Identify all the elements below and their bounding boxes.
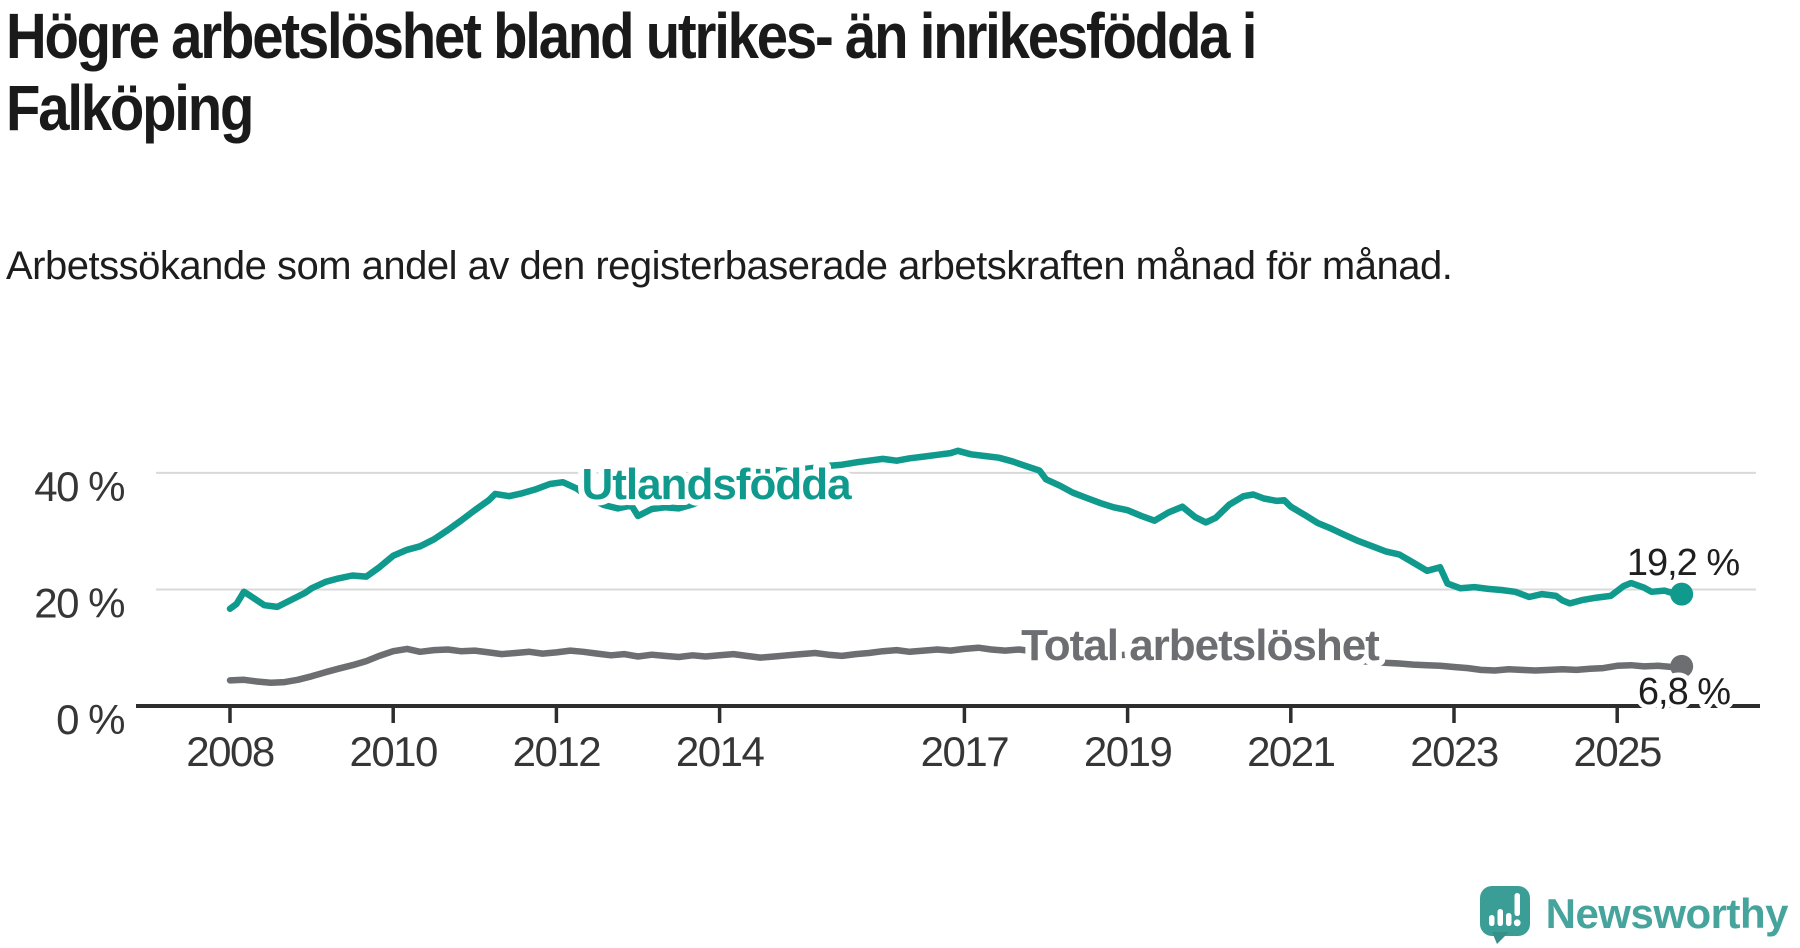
series-line-utlandsfodda — [226, 447, 1685, 612]
x-axis-tick-label: 2019 — [1084, 728, 1172, 775]
newsworthy-logo-text: Newsworthy — [1545, 890, 1789, 937]
x-axis-tick-label: 2010 — [349, 728, 437, 775]
newsworthy-logo: Newsworthy — [1478, 884, 1789, 944]
y-axis-tick-label: 0 % — [56, 696, 124, 743]
y-axis-tick-label: 40 % — [34, 463, 124, 510]
newsworthy-logo-icon — [1479, 886, 1530, 944]
series-end-value-label: 6,8 % — [1638, 671, 1730, 713]
series-line-total — [226, 644, 1685, 686]
series-label-utlandsfodda: Utlandsfödda — [581, 460, 852, 509]
x-axis-tick-label: 2025 — [1573, 728, 1661, 775]
x-axis-tick-label: 2023 — [1410, 728, 1498, 775]
y-axis-tick-label: 20 % — [34, 579, 124, 626]
x-axis-tick-label: 2017 — [921, 728, 1009, 775]
series-endpoint-dot — [1670, 582, 1694, 606]
chart-title: Högre arbetslöshet bland utrikes- än inr… — [6, 0, 1257, 144]
chart-subtitle: Arbetssökande som andel av den registerb… — [6, 244, 1453, 288]
x-axis-tick-label: 2008 — [186, 728, 274, 775]
series-endpoint-dot — [1670, 654, 1694, 678]
x-axis-tick-label: 2012 — [513, 728, 601, 775]
x-axis-tick-label: 2014 — [676, 728, 765, 775]
series-end-value-label: 19,2 % — [1627, 542, 1740, 584]
series-label-total: Total arbetslöshet — [1021, 621, 1380, 670]
x-axis-tick-label: 2021 — [1247, 728, 1335, 775]
